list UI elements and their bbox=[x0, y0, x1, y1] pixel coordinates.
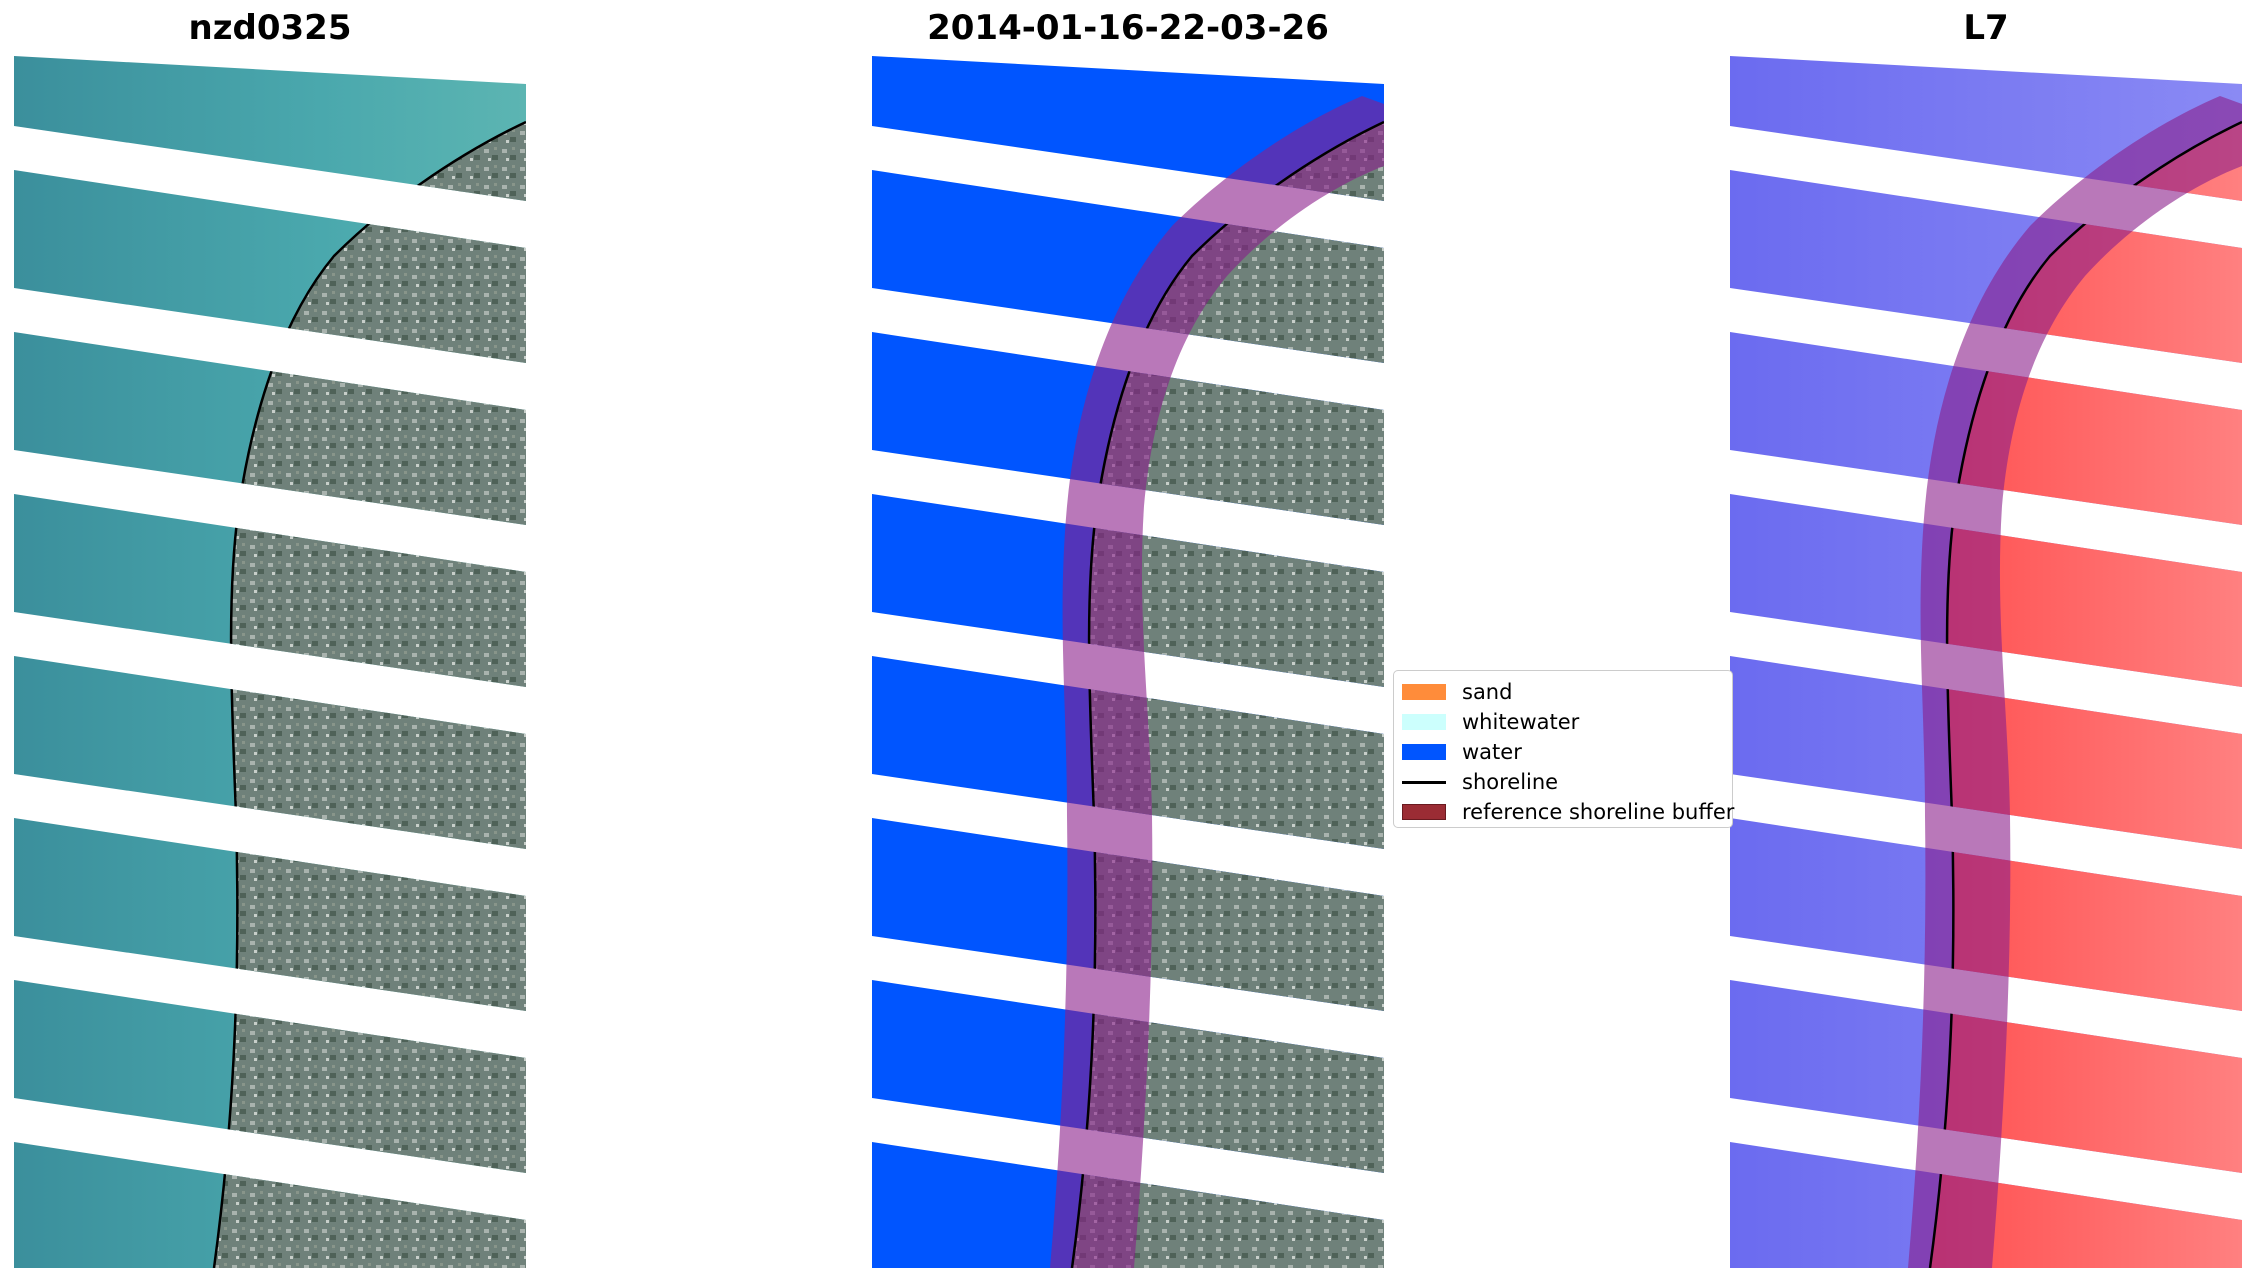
legend-item-shoreline: shoreline bbox=[1402, 767, 1724, 797]
reference-shoreline-buffer bbox=[1908, 96, 2242, 1268]
panel-title-index: L7 bbox=[1963, 8, 2009, 48]
reference-shoreline-buffer bbox=[1050, 96, 1384, 1268]
panel-title-classified: 2014-01-16-22-03-26 bbox=[927, 8, 1329, 48]
legend-item-whitewater: whitewater bbox=[1402, 707, 1724, 737]
whitewater-swatch bbox=[1402, 714, 1446, 730]
legend-label: shoreline bbox=[1462, 770, 1559, 794]
classified-image bbox=[872, 56, 1384, 1268]
sand-swatch bbox=[1402, 684, 1446, 700]
water-swatch bbox=[1402, 744, 1446, 760]
legend-item-buffer: reference shoreline buffer bbox=[1402, 797, 1734, 827]
legend-item-sand: sand bbox=[1402, 677, 1724, 707]
shoreline-swatch bbox=[1402, 780, 1446, 784]
legend-label: water bbox=[1462, 740, 1522, 764]
water-index-image bbox=[1730, 56, 2242, 1268]
legend-item-water: water bbox=[1402, 737, 1724, 767]
rgb-image-panel bbox=[14, 56, 526, 1268]
legend-label: sand bbox=[1462, 680, 1513, 704]
index-image-panel bbox=[1730, 56, 2242, 1268]
legend-label: reference shoreline buffer bbox=[1462, 800, 1735, 824]
legend-label: whitewater bbox=[1462, 710, 1580, 734]
classified-image-panel bbox=[872, 56, 1384, 1268]
panel-title-rgb: nzd0325 bbox=[188, 8, 352, 48]
legend: sand whitewater water shoreline referenc… bbox=[1393, 670, 1734, 828]
satellite-rgb-image bbox=[14, 56, 526, 1268]
buffer-swatch bbox=[1402, 804, 1446, 820]
